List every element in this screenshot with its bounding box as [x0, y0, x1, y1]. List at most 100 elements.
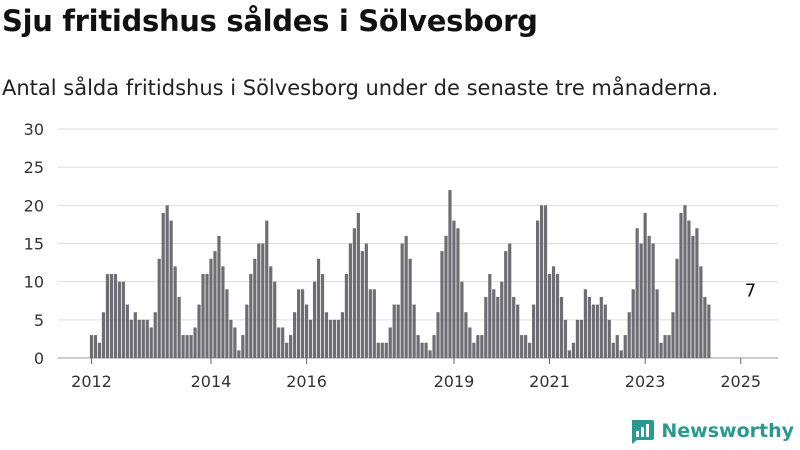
- bar: [189, 335, 193, 358]
- bar: [221, 266, 225, 358]
- bar: [193, 327, 197, 358]
- bar: [603, 304, 607, 358]
- x-tick-label: 2014: [191, 372, 232, 391]
- bar: [619, 350, 623, 358]
- bar: [209, 258, 213, 358]
- bar: [679, 212, 683, 358]
- bar: [153, 312, 157, 358]
- bar: [348, 243, 352, 358]
- bar: [205, 274, 209, 358]
- bar: [285, 342, 289, 358]
- bar: [293, 312, 297, 358]
- bar: [635, 228, 639, 358]
- bar: [360, 251, 364, 358]
- bar: [631, 289, 635, 358]
- bar: [121, 281, 125, 358]
- bar: [277, 327, 281, 358]
- highlight-value-label: 7: [745, 281, 756, 302]
- bar: [651, 243, 655, 358]
- x-tick-label: 2021: [529, 372, 570, 391]
- bar: [532, 304, 536, 358]
- bar: [663, 335, 667, 358]
- x-tick-label: 2019: [434, 372, 475, 391]
- bar: [372, 289, 376, 358]
- bar: [332, 319, 337, 358]
- bar: [472, 342, 476, 358]
- bar: [444, 235, 448, 358]
- bar: [328, 319, 333, 358]
- bar: [185, 335, 189, 358]
- y-tick-label: 20: [24, 196, 44, 215]
- bar: [269, 266, 273, 358]
- bar: [109, 274, 114, 358]
- bar: [253, 258, 257, 358]
- bar: [412, 304, 416, 358]
- bar: [161, 212, 165, 358]
- bar: [428, 350, 432, 358]
- bar: [89, 335, 94, 358]
- bar: [113, 274, 117, 358]
- bar: [169, 220, 173, 358]
- bar: [237, 350, 241, 358]
- bar: [615, 335, 619, 358]
- bar: [683, 205, 687, 358]
- bar: [559, 296, 564, 358]
- bar: [567, 350, 572, 358]
- bar: [551, 266, 556, 358]
- bar: [368, 289, 372, 358]
- bar: [324, 312, 329, 358]
- bar: [496, 296, 500, 358]
- bar: [440, 251, 444, 358]
- bar: [480, 335, 484, 358]
- bar: [659, 342, 663, 358]
- x-tick-label: 2012: [71, 372, 112, 391]
- bar: [297, 289, 301, 358]
- bar: [535, 220, 540, 358]
- bar: [424, 342, 428, 358]
- bar: [571, 342, 576, 358]
- bar: [141, 319, 145, 358]
- bar: [599, 296, 603, 358]
- bar: [703, 296, 707, 358]
- y-tick-label: 5: [34, 311, 44, 330]
- y-tick-label: 25: [24, 158, 44, 177]
- bar: [691, 235, 695, 358]
- bar: [93, 335, 98, 358]
- brand-name: Newsworthy: [661, 420, 794, 442]
- bar: [591, 304, 595, 358]
- bar: [273, 281, 277, 358]
- bar: [105, 274, 110, 358]
- bar: [500, 281, 504, 358]
- bar: [316, 258, 321, 358]
- bar: [312, 281, 317, 358]
- bar: [671, 312, 675, 358]
- bar: [257, 243, 261, 358]
- bar: [655, 289, 659, 358]
- bar: [583, 289, 587, 358]
- bar: [261, 243, 265, 358]
- bar: [217, 235, 221, 358]
- bar: [408, 258, 412, 358]
- y-tick-label: 30: [24, 120, 44, 139]
- bar: [547, 274, 552, 358]
- y-tick-label: 0: [34, 349, 44, 368]
- bar: [456, 228, 460, 358]
- bar: [344, 274, 349, 358]
- bar: [524, 335, 528, 358]
- bar: [404, 235, 408, 358]
- newsworthy-logo-icon: [632, 420, 655, 444]
- bar: [300, 289, 305, 358]
- bar: [579, 319, 584, 358]
- bar: [543, 205, 548, 358]
- bar: [675, 258, 679, 358]
- bar: [460, 281, 464, 358]
- y-tick-label: 15: [24, 235, 44, 254]
- bar: [181, 335, 185, 358]
- bar: [125, 304, 129, 358]
- bar: [436, 312, 440, 358]
- bar: [484, 296, 488, 358]
- bar: [452, 220, 456, 358]
- bar: [595, 304, 599, 358]
- bar: [97, 342, 102, 358]
